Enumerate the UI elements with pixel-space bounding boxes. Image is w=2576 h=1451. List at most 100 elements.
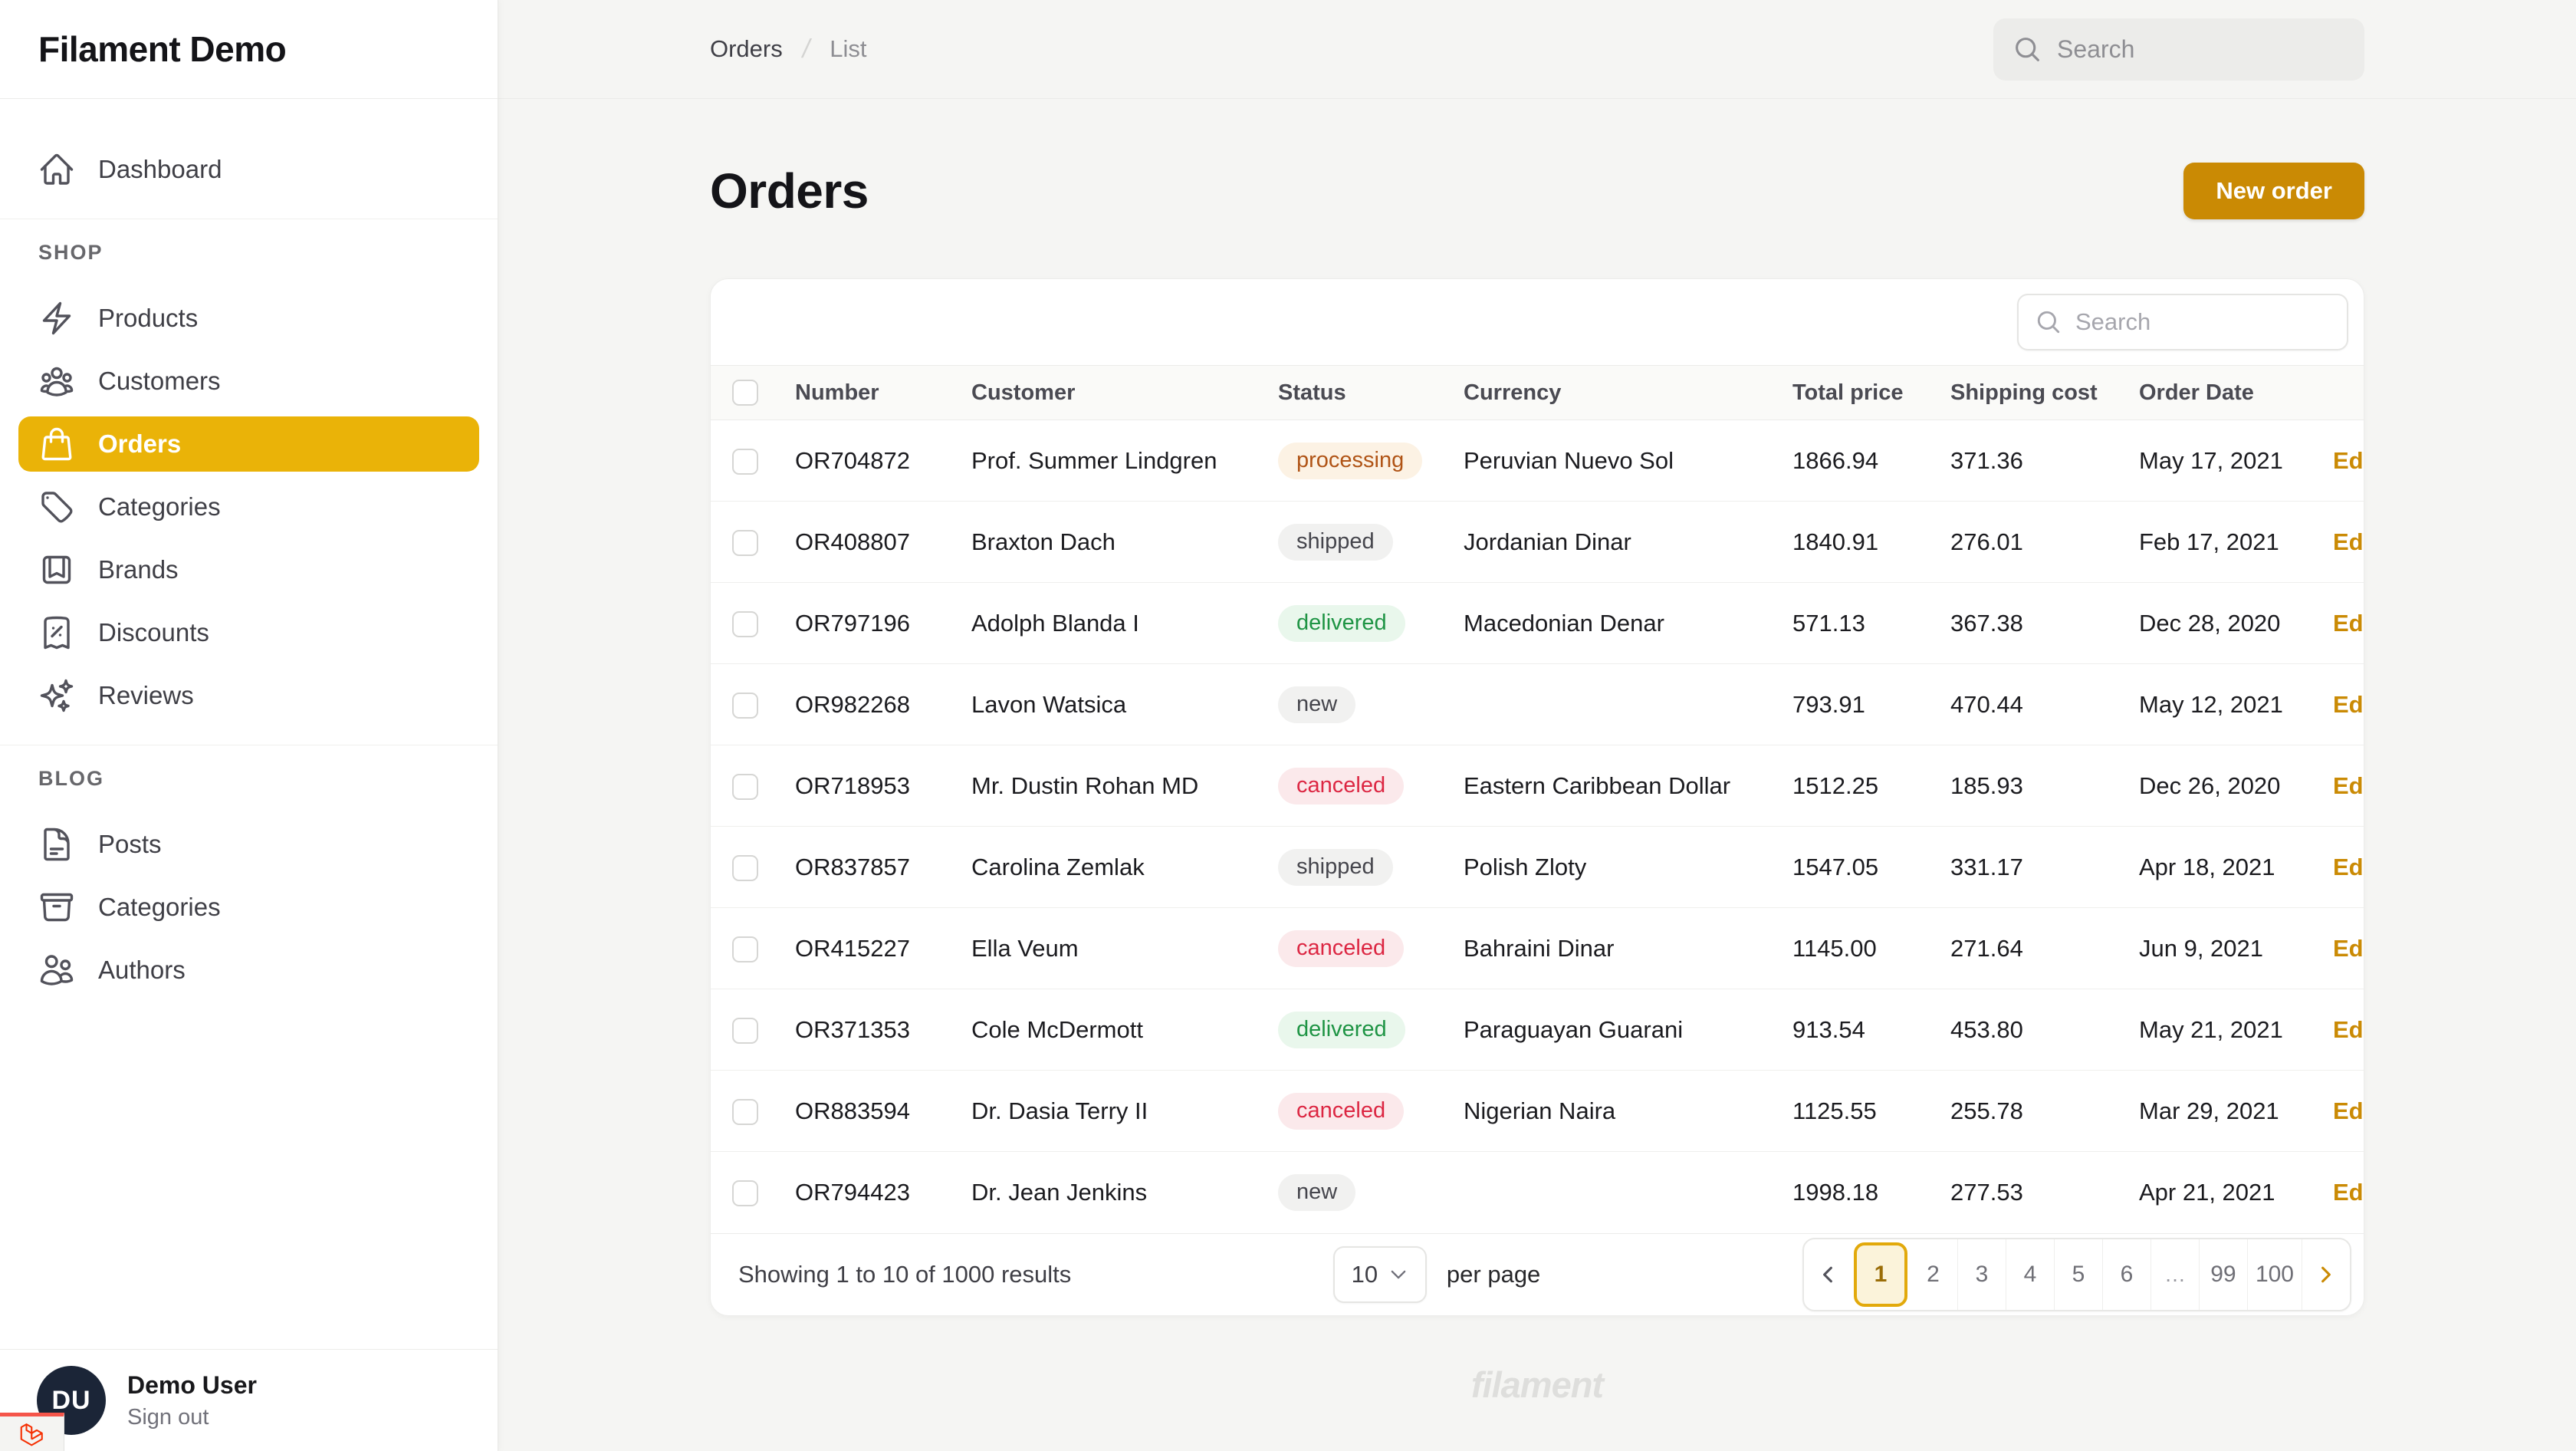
sidebar-item-customers[interactable]: Customers <box>18 354 479 409</box>
sidebar-item-label: Products <box>98 304 199 332</box>
cell-currency: Polish Zloty <box>1464 826 1792 908</box>
table-row[interactable]: OR797196 Adolph Blanda I delivered Maced… <box>711 582 2364 664</box>
table-row[interactable]: OR794423 Dr. Jean Jenkins new 1998.18 27… <box>711 1151 2364 1233</box>
edit-link[interactable]: Edit <box>2333 446 2364 474</box>
new-order-button[interactable]: New order <box>2183 163 2364 219</box>
sidebar-item-orders[interactable]: Orders <box>18 416 479 472</box>
cell-currency <box>1464 1151 1792 1233</box>
sidebar-item-label: Categories <box>98 492 221 521</box>
main-content: Orders New order Number Customer <box>498 99 2576 1406</box>
page-button-4[interactable]: 4 <box>2005 1239 2054 1310</box>
column-header-customer[interactable]: Customer <box>971 365 1278 420</box>
row-checkbox[interactable] <box>732 854 758 881</box>
page-button-1[interactable]: 1 <box>1853 1242 1907 1307</box>
edit-link[interactable]: Edit <box>2333 528 2364 555</box>
global-search[interactable] <box>1993 18 2379 81</box>
table-row[interactable]: OR982268 Lavon Watsica new 793.91 470.44… <box>711 663 2364 745</box>
edit-link[interactable]: Edit <box>2333 1097 2364 1124</box>
table-toolbar <box>711 279 2364 365</box>
cell-total-price: 1998.18 <box>1792 1151 1950 1233</box>
edit-link[interactable]: Edit <box>2333 934 2364 962</box>
table-row[interactable]: OR837857 Carolina Zemlak shipped Polish … <box>711 826 2364 908</box>
laravel-debugbar-toggle[interactable] <box>0 1413 64 1451</box>
cell-shipping-cost: 277.53 <box>1950 1151 2139 1233</box>
edit-link[interactable]: Edit <box>2333 609 2364 637</box>
column-header-number[interactable]: Number <box>795 365 971 420</box>
edit-link[interactable]: Edit <box>2333 1178 2364 1206</box>
sidebar-item-label: Discounts <box>98 618 209 647</box>
topbar: Orders / List <box>498 0 2576 99</box>
page-button-5[interactable]: 5 <box>2053 1239 2102 1310</box>
user-area: DU Demo User Sign out <box>0 1349 498 1451</box>
sidebar-item-authors[interactable]: Authors <box>18 943 479 998</box>
next-page-button[interactable] <box>2302 1239 2350 1310</box>
table-search[interactable] <box>2017 294 2348 350</box>
table-header-row: Number Customer Status Currency Total pr… <box>711 365 2364 420</box>
sidebar-item-brands[interactable]: Brands <box>18 542 479 597</box>
app-logo[interactable]: Filament Demo <box>0 0 498 99</box>
table-row[interactable]: OR371353 Cole McDermott delivered Paragu… <box>711 989 2364 1071</box>
column-header-total-price[interactable]: Total price <box>1792 365 1950 420</box>
column-header-currency[interactable]: Currency <box>1464 365 1792 420</box>
page-button-99[interactable]: 99 <box>2198 1239 2247 1310</box>
sidebar-item-blog-categories[interactable]: Categories <box>18 880 479 935</box>
search-icon <box>2013 35 2042 64</box>
page-button-2[interactable]: 2 <box>1927 1261 1940 1287</box>
column-header-shipping-cost[interactable]: Shipping cost <box>1950 365 2139 420</box>
row-checkbox[interactable] <box>732 448 758 475</box>
table-footer: Showing 1 to 10 of 1000 results 10 per p… <box>711 1232 2364 1315</box>
edit-link[interactable]: Edit <box>2333 772 2364 799</box>
sidebar-item-dashboard[interactable]: Dashboard <box>18 142 479 197</box>
row-checkbox[interactable] <box>732 1180 758 1207</box>
sidebar-item-categories[interactable]: Categories <box>18 479 479 535</box>
cell-shipping-cost: 470.44 <box>1950 663 2139 745</box>
chevron-right-icon <box>2315 1264 2337 1285</box>
row-checkbox[interactable] <box>732 692 758 719</box>
table-search-input[interactable] <box>2075 308 2330 336</box>
sidebar-item-discounts[interactable]: Discounts <box>18 605 479 660</box>
page-button-3[interactable]: 3 <box>1957 1239 2006 1310</box>
sign-out-link[interactable]: Sign out <box>127 1404 209 1430</box>
column-header-order-date[interactable]: Order Date <box>2139 365 2333 420</box>
archive-box-icon <box>38 889 75 926</box>
select-all-checkbox[interactable] <box>732 380 758 406</box>
breadcrumb-orders[interactable]: Orders <box>710 35 783 62</box>
cell-customer: Cole McDermott <box>971 989 1278 1071</box>
row-checkbox[interactable] <box>732 1017 758 1044</box>
orders-table-card: Number Customer Status Currency Total pr… <box>710 278 2364 1316</box>
edit-link[interactable]: Edit <box>2333 853 2364 880</box>
table-row[interactable]: OR883594 Dr. Dasia Terry II canceled Nig… <box>711 1070 2364 1152</box>
cell-order-date: May 12, 2021 <box>2139 663 2333 745</box>
sidebar-item-reviews[interactable]: Reviews <box>18 668 479 723</box>
cell-total-price: 1145.00 <box>1792 907 1950 989</box>
row-checkbox[interactable] <box>732 610 758 637</box>
orders-table: Number Customer Status Currency Total pr… <box>711 365 2364 1233</box>
cell-shipping-cost: 453.80 <box>1950 989 2139 1071</box>
row-checkbox[interactable] <box>732 773 758 800</box>
page-button-100[interactable]: 100 <box>2246 1239 2302 1310</box>
table-row[interactable]: OR408807 Braxton Dach shipped Jordanian … <box>711 501 2364 583</box>
sidebar-item-posts[interactable]: Posts <box>18 817 479 872</box>
global-search-input[interactable] <box>2057 35 2379 64</box>
sidebar-item-label: Reviews <box>98 681 194 709</box>
row-checkbox[interactable] <box>732 1098 758 1125</box>
cell-currency: Jordanian Dinar <box>1464 501 1792 583</box>
column-header-status[interactable]: Status <box>1278 365 1464 420</box>
cell-total-price: 1512.25 <box>1792 745 1950 827</box>
table-row[interactable]: OR415227 Ella Veum canceled Bahraini Din… <box>711 907 2364 989</box>
breadcrumb-list: List <box>830 35 867 62</box>
page-button-6[interactable]: 6 <box>2101 1239 2150 1310</box>
table-row[interactable]: OR718953 Mr. Dustin Rohan MD canceled Ea… <box>711 745 2364 827</box>
previous-page-button[interactable] <box>1804 1239 1852 1310</box>
row-checkbox[interactable] <box>732 529 758 556</box>
sidebar-item-products[interactable]: Products <box>18 291 479 346</box>
cell-total-price: 1866.94 <box>1792 446 1879 474</box>
cell-customer: Adolph Blanda I <box>971 582 1278 664</box>
per-page-select[interactable]: 10 <box>1332 1245 1427 1303</box>
table-row[interactable]: OR704872 Prof. Summer Lindgren processin… <box>711 420 2364 502</box>
edit-link[interactable]: Edit <box>2333 1015 2364 1043</box>
user-group-icon <box>38 363 75 400</box>
edit-link[interactable]: Edit <box>2333 690 2364 718</box>
row-checkbox[interactable] <box>732 936 758 962</box>
receipt-percent-icon <box>38 614 75 651</box>
